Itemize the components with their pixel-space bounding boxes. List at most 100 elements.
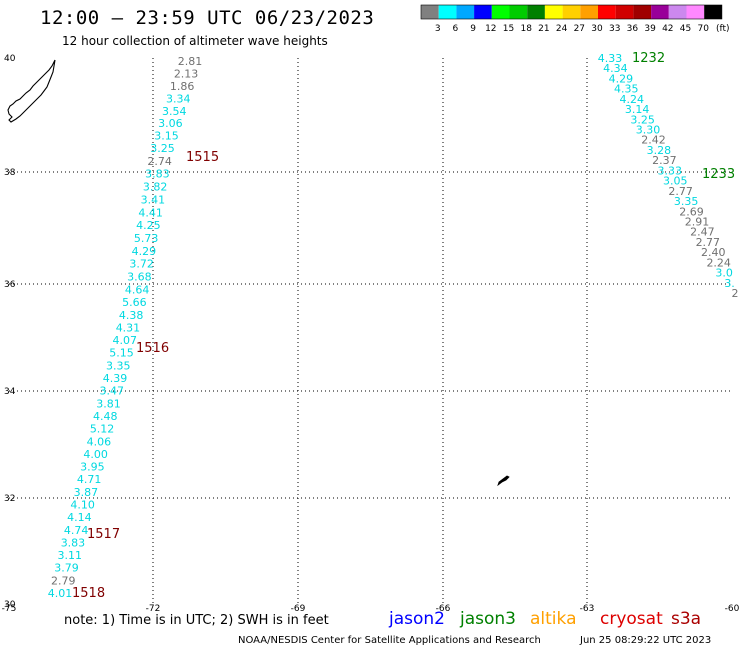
legend-unit-label: (ft) xyxy=(716,24,730,34)
legend-swatch xyxy=(704,5,722,19)
wave-height-reading-west: 4.39 xyxy=(103,372,128,385)
lat-tick-label: 30 xyxy=(4,600,16,610)
wave-height-reading-east: 2.91 xyxy=(685,215,710,228)
legend-swatch xyxy=(491,5,510,19)
wave-height-reading-east: 4.24 xyxy=(619,93,644,106)
wave-height-reading-east: 3. xyxy=(724,277,735,290)
wave-height-reading-east: 2.77 xyxy=(696,236,721,249)
generated-timestamp: Jun 25 08:29:22 UTC 2023 xyxy=(580,635,712,646)
credit-line: NOAA/NESDIS Center for Satellite Applica… xyxy=(238,635,541,646)
lat-tick-label: 40 xyxy=(4,54,16,64)
wave-height-reading-west: 3.15 xyxy=(154,130,179,143)
page-subtitle: 12 hour collection of altimeter wave hei… xyxy=(62,34,328,48)
altimeter-tracks: 2.812.131.863.343.543.063.153.252.743.83… xyxy=(48,51,739,601)
wave-height-reading-east: 3.0 xyxy=(715,267,733,280)
sat-altika-label: altika xyxy=(530,609,577,629)
wave-height-reading-west: 4.14 xyxy=(67,511,92,524)
wave-height-reading-west: 5.73 xyxy=(134,232,159,245)
pass-time-label-east: 1233 xyxy=(702,167,735,182)
wave-height-reading-west: 4.48 xyxy=(93,410,118,423)
wave-height-reading-east: 2.42 xyxy=(641,134,666,147)
legend-swatch xyxy=(562,5,581,19)
wave-height-reading-east: 3.28 xyxy=(647,144,672,157)
lat-tick-label: 38 xyxy=(4,168,16,178)
lon-tick-label: -69 xyxy=(291,604,306,614)
legend-swatch xyxy=(633,5,652,19)
legend-bin-label: 36 xyxy=(627,24,639,34)
legend-swatch xyxy=(598,5,616,19)
wave-height-reading-east: 4.34 xyxy=(603,62,628,75)
wave-height-reading-east: 2.24 xyxy=(706,256,731,269)
wave-height-reading-east: 3.30 xyxy=(636,124,661,137)
legend-bin-label: 9 xyxy=(470,24,476,34)
lon-tick-label: -75 xyxy=(2,604,17,614)
wave-height-reading-west: 3.35 xyxy=(106,359,131,372)
wave-height-reading-west: 3.41 xyxy=(141,193,166,206)
lat-lon-grid xyxy=(9,58,732,604)
wave-height-reading-west: 2.81 xyxy=(178,55,203,68)
wave-height-reading-west: 3.83 xyxy=(145,168,170,181)
wave-height-reading-west: 3.82 xyxy=(143,181,168,194)
bermuda-island xyxy=(497,475,510,487)
coastline xyxy=(7,59,510,487)
lat-tick-label: 36 xyxy=(4,280,16,290)
wave-height-reading-east: 3.25 xyxy=(630,113,655,126)
legend-bin-label: 33 xyxy=(609,24,620,34)
wave-height-reading-west: 4.10 xyxy=(70,498,95,511)
legend-swatch xyxy=(651,5,669,19)
legend-swatch xyxy=(668,5,687,19)
wave-height-reading-east: 4.29 xyxy=(609,72,634,85)
legend-bin-label: 27 xyxy=(574,24,585,34)
wave-height-reading-east: 3.14 xyxy=(625,103,650,116)
pass-time-label-west: 1515 xyxy=(186,150,219,165)
wave-height-reading-west: 3.54 xyxy=(162,105,187,118)
wave-height-reading-west: 3.79 xyxy=(54,562,79,575)
nova-scotia-coastline xyxy=(7,59,56,123)
page-title: 12:00 – 23:59 UTC 06/23/2023 xyxy=(40,7,375,29)
legend-swatch xyxy=(421,5,439,19)
legend-bin-label: 12 xyxy=(485,24,496,34)
legend-swatch xyxy=(686,5,705,19)
lat-tick-label: 32 xyxy=(4,494,15,504)
wave-height-reading-east: 2.37 xyxy=(652,154,677,167)
wave-height-reading-west: 3.25 xyxy=(150,142,175,155)
lon-tick-label: -72 xyxy=(146,604,161,614)
wave-height-reading-west: 4.07 xyxy=(112,334,137,347)
pass-time-label-west: 1518 xyxy=(72,586,105,601)
wave-height-reading-west: 4.01 xyxy=(48,587,73,600)
wave-height-reading-west: 4.00 xyxy=(83,448,108,461)
legend-bin-label: 18 xyxy=(520,24,532,34)
pass-time-label-west: 1516 xyxy=(136,341,169,356)
wave-height-reading-west: 4.25 xyxy=(136,219,161,232)
legend-bin-label: 39 xyxy=(644,24,656,34)
wave-height-reading-west: 4.74 xyxy=(64,524,89,537)
footer-note: note: 1) Time is in UTC; 2) SWH is in fe… xyxy=(64,613,329,628)
legend-bin-label: 24 xyxy=(556,24,568,34)
legend-bin-label: 15 xyxy=(503,24,514,34)
color-legend: 3 6 9 12 15 18 21 24 27 30 33 36 39 42 45 70 (ft) xyxy=(420,4,730,34)
wave-height-reading-west: 5.12 xyxy=(90,423,115,436)
sat-cryosat-label: cryosat xyxy=(600,609,663,629)
sat-s3a-label: s3a xyxy=(671,609,702,629)
wave-height-reading-east: 3.05 xyxy=(663,175,688,188)
legend-bin-label: 30 xyxy=(591,24,603,34)
wave-height-reading-east: 3.33 xyxy=(658,164,683,177)
wave-height-reading-west: 2.79 xyxy=(51,574,76,587)
legend-bin-label: 42 xyxy=(662,24,673,34)
wave-height-reading-west: 3.72 xyxy=(129,258,154,271)
legend-swatch xyxy=(580,5,598,19)
lon-tick-label: -66 xyxy=(436,604,451,614)
legend-swatch xyxy=(438,5,457,19)
wave-height-reading-east: 4.35 xyxy=(614,83,639,96)
legend-swatch xyxy=(544,5,563,19)
lon-tick-label: -60 xyxy=(725,604,740,614)
wave-height-reading-west: 3.11 xyxy=(57,549,82,562)
legend-bin-label: 21 xyxy=(538,24,549,34)
wave-height-reading-west: 4.06 xyxy=(87,435,112,448)
legend-bin-label: 3 xyxy=(435,24,441,34)
lat-tick-label: 34 xyxy=(4,387,16,397)
wave-height-reading-east: 2.47 xyxy=(690,226,715,239)
wave-height-reading-west: 3.68 xyxy=(127,271,152,284)
wave-height-reading-east: 2.69 xyxy=(679,205,704,218)
